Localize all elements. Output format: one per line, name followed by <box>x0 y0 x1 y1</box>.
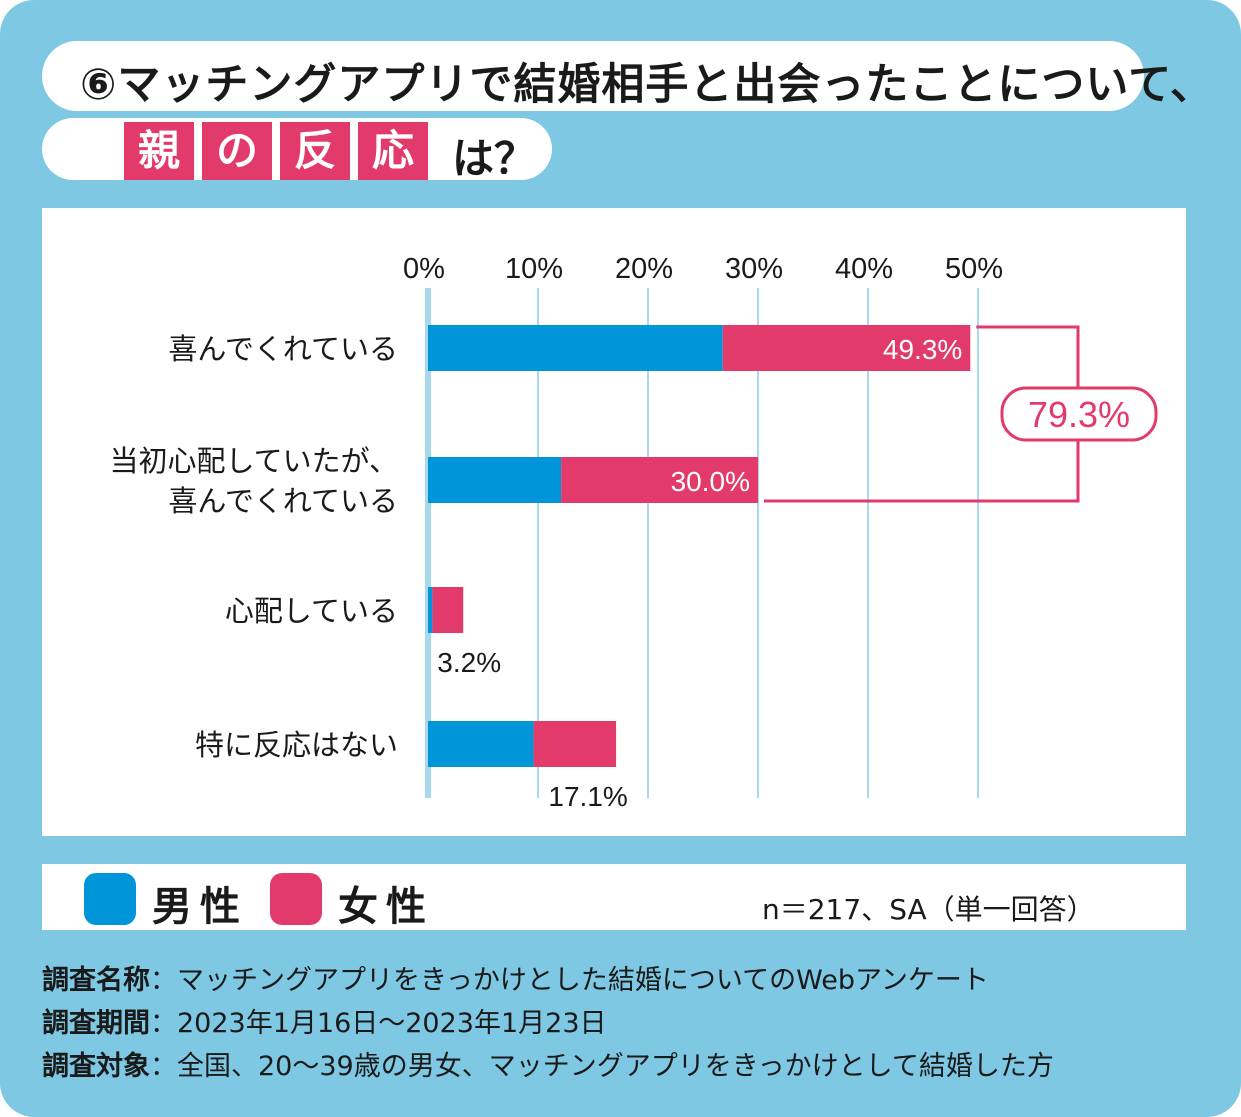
bracket-total-label: 79.3% <box>1028 394 1130 435</box>
bar-female-1 <box>561 457 758 503</box>
legend-label-male: 男性 <box>152 884 248 930</box>
bar-female-2 <box>432 587 464 633</box>
total-label-3: 17.1% <box>548 781 627 812</box>
sample-note: n＝217、SA（単一回答） <box>762 893 1095 926</box>
total-label-2: 3.2% <box>437 647 501 678</box>
bar-male-3 <box>428 721 534 767</box>
chart-panel: 0% 10% 20% 30% 40% 50% 喜んでくれている 当初心配していたが、 喜んでくれ… <box>42 208 1186 836</box>
title-boxed-char-1: 親 <box>124 122 194 180</box>
survey-period-label: 調査期間 <box>42 1008 150 1039</box>
bracket-badge <box>1000 386 1158 442</box>
title-boxed-char-2: の <box>202 122 272 180</box>
x-tick-label-2: 20% <box>615 253 673 285</box>
bar-male-0 <box>428 325 723 371</box>
category-label-2: 心配している <box>225 596 398 628</box>
legend-swatch-female <box>270 873 322 925</box>
title-boxed-char-4: 応 <box>358 122 428 180</box>
legend-swatch-male <box>84 873 136 925</box>
category-label-0: 喜んでくれている <box>168 333 398 366</box>
legend-label-female: 女性 <box>338 884 434 930</box>
title-tail: は？ <box>452 134 537 183</box>
x-tick-label-5: 50% <box>945 253 1003 285</box>
total-label-0: 49.3% <box>883 334 962 365</box>
survey-name-label: 調査名称 <box>42 965 150 996</box>
x-tick-label-4: 40% <box>835 253 893 285</box>
survey-period-row: 調査期間：2023年1月16日〜2023年1月23日 <box>42 1001 607 1040</box>
category-label-3: 特に反応はない <box>195 729 398 762</box>
category-label-1-0: 当初心配していたが、 <box>109 445 398 478</box>
bar-male-2 <box>428 587 433 633</box>
survey-target-value: ：全国、20〜39歳の男女、マッチングアプリをきっかけとして結婚した方 <box>150 1051 1054 1082</box>
legend-panel <box>42 864 1186 930</box>
bar-female-0 <box>722 325 971 371</box>
survey-name-value: ：マッチングアプリをきっかけとした結婚についてのWebアンケート <box>150 965 989 996</box>
total-label-1: 30.0% <box>671 466 750 497</box>
title-line1: ⑥マッチングアプリで結婚相手と出会ったことについて、 <box>80 60 1214 110</box>
survey-target-label: 調査対象 <box>42 1051 150 1082</box>
stacked-bar-chart: 0% 10% 20% 30% 40% 50%喜んでくれている当初心配していたが、喜んでくれ… <box>109 253 1158 812</box>
survey-name-row: 調査名称：マッチングアプリをきっかけとした結婚についてのWebアンケート <box>42 958 989 997</box>
category-label-1-1: 喜んでくれている <box>168 485 398 518</box>
x-tick-label-3: 30% <box>725 253 783 285</box>
x-tick-label-1: 10% <box>505 253 563 285</box>
bar-female-3 <box>533 721 617 767</box>
title-boxed-char-3: 反 <box>280 122 350 180</box>
x-tick-label-0: 0% <box>403 253 445 285</box>
survey-target-row: 調査対象：全国、20〜39歳の男女、マッチングアプリをきっかけとして結婚した方 <box>42 1044 1054 1083</box>
title-pill-line1 <box>42 41 1144 111</box>
bar-male-1 <box>428 457 562 503</box>
survey-period-value: ：2023年1月16日〜2023年1月23日 <box>150 1008 607 1039</box>
